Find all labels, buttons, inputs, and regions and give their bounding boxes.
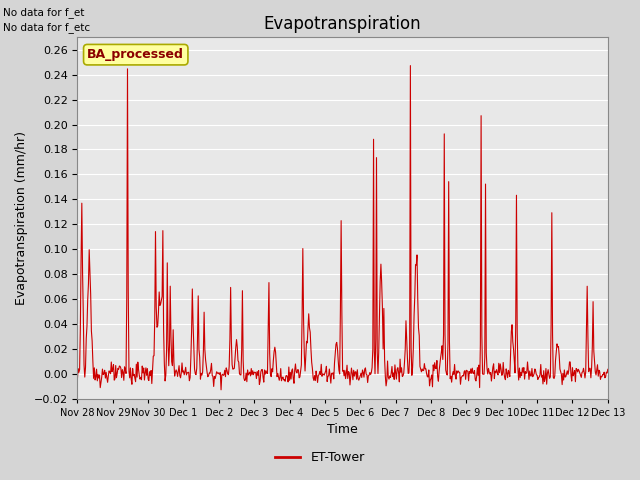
X-axis label: Time: Time bbox=[327, 423, 358, 436]
Y-axis label: Evapotranspiration (mm/hr): Evapotranspiration (mm/hr) bbox=[15, 131, 28, 305]
Text: BA_processed: BA_processed bbox=[87, 48, 184, 61]
Title: Evapotranspiration: Evapotranspiration bbox=[264, 15, 421, 33]
Legend: ET-Tower: ET-Tower bbox=[270, 446, 370, 469]
Text: No data for f_etc: No data for f_etc bbox=[3, 22, 90, 33]
Text: No data for f_et: No data for f_et bbox=[3, 7, 84, 18]
